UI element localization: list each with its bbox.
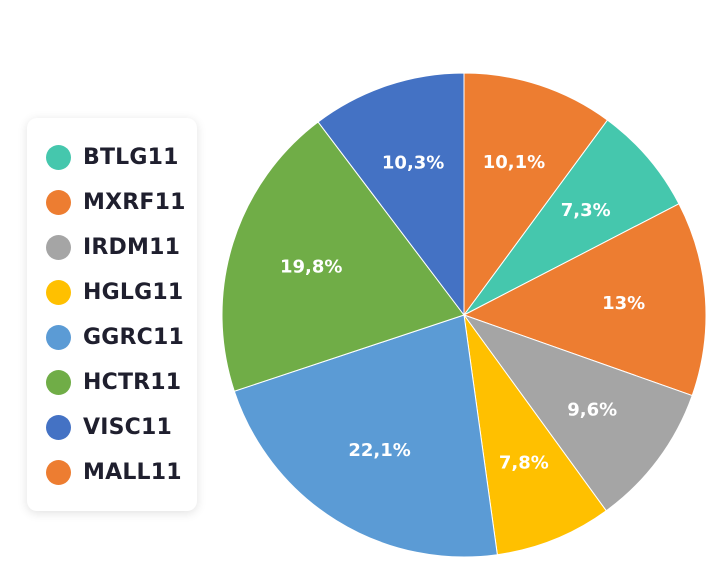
chart-legend: BTLG11 MXRF11 IRDM11 HGLG11 GGRC11 HCTR11 VISC… [27,118,197,511]
pie-slice-mall11 [463,72,609,317]
slice-data-label: 10,1% [483,152,545,173]
legend-item-mall11: MALL11 [46,457,182,487]
pie-slice-ggrc11 [233,314,498,558]
legend-label: MXRF11 [83,189,186,215]
pie-slice-hctr11 [221,121,465,392]
pie-slice-hglg11 [463,314,607,556]
legend-swatch [46,459,71,485]
slice-data-label: 7,8% [499,452,549,473]
legend-label: VISC11 [83,414,173,440]
legend-swatch [46,189,71,215]
legend-item-visc11: VISC11 [46,412,172,442]
legend-label: IRDM11 [83,234,181,260]
slice-data-label: 7,3% [561,200,611,221]
legend-item-irdm11: IRDM11 [46,232,180,262]
legend-item-btlg11: BTLG11 [46,142,179,172]
legend-swatch [46,279,71,305]
legend-item-mxrf11: MXRF11 [46,187,186,217]
legend-swatch [46,414,71,440]
legend-label: MALL11 [83,459,182,485]
legend-item-ggrc11: GGRC11 [46,322,184,352]
slice-data-label: 10,3% [382,152,444,173]
legend-swatch [46,234,71,260]
legend-label: BTLG11 [83,144,179,170]
pie-slice-btlg11 [463,119,680,316]
pie-slice-visc11 [317,72,465,317]
slice-data-label: 13% [602,293,645,314]
legend-swatch [46,369,71,395]
pie-slice-mall11 [462,203,706,397]
legend-item-hglg11: HGLG11 [46,277,183,307]
slice-data-label: 9,6% [567,400,617,421]
slice-data-label: 22,1% [348,440,410,461]
slice-data-label: 19,8% [280,256,342,277]
legend-swatch [46,324,71,350]
legend-label: GGRC11 [83,324,185,350]
legend-label: HCTR11 [83,369,182,395]
pie-slice-irdm11 [462,313,693,512]
legend-swatch [46,144,71,170]
legend-label: HGLG11 [83,279,184,305]
legend-item-hctr11: HCTR11 [46,367,181,397]
